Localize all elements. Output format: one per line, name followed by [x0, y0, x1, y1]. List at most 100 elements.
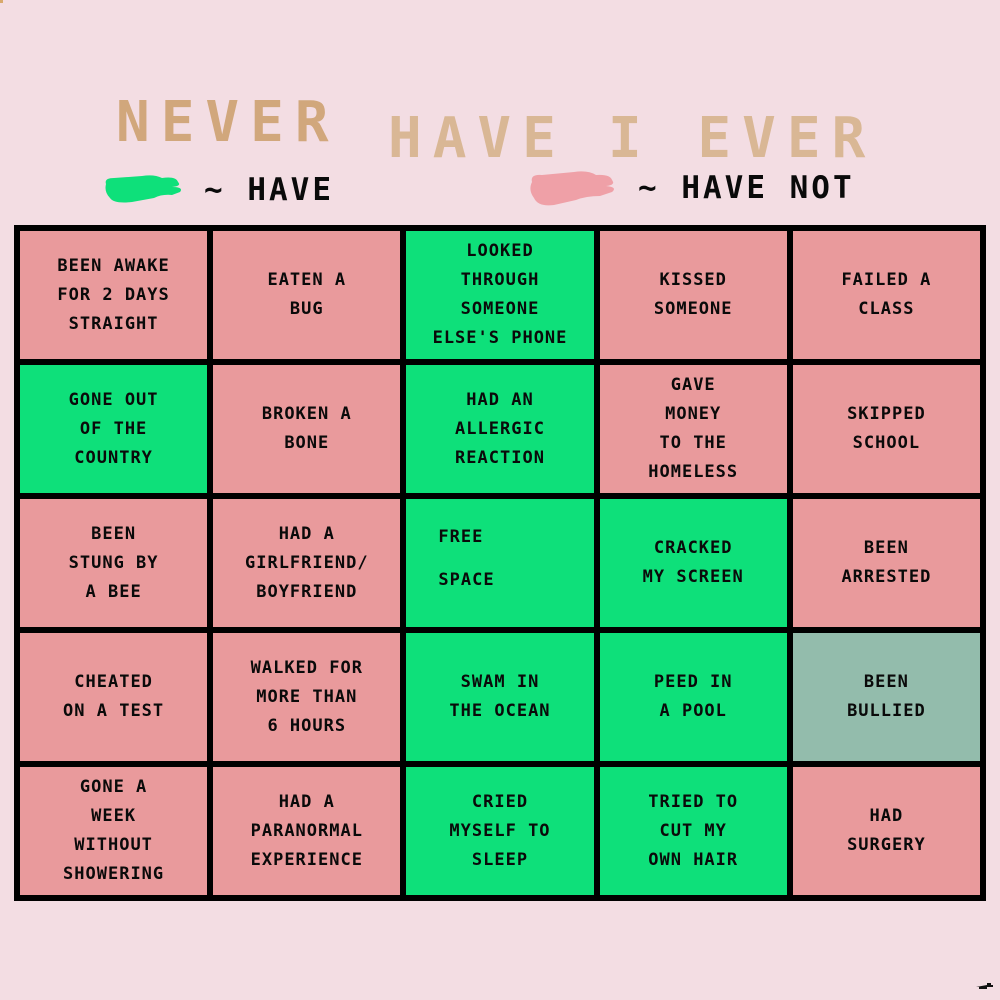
cell-text-line: CLASS — [858, 299, 915, 319]
cell-text-line: HAD A — [278, 523, 335, 544]
bingo-cell-r3c5[interactable]: BEEN ARRESTED — [792, 499, 980, 627]
bingo-cell-r1c3[interactable]: LOOKED THROUGH SOMEONE ELSE'S PHONE — [406, 231, 594, 359]
cell-text-line: FREE — [438, 527, 484, 547]
cell-text-line: ALLERGIC — [455, 418, 545, 439]
cell-text-line: EXPERIENCE — [250, 849, 363, 870]
cell-text-line: SCHOOL — [852, 433, 921, 453]
cell-text-line: ON A TEST — [63, 701, 165, 721]
cell-text-line: TRIED TO — [648, 791, 739, 812]
cell-text-line: THE OCEAN — [449, 701, 551, 721]
bingo-cell-r2c2[interactable]: BROKEN A BONE — [213, 365, 401, 493]
cell-text-line: GAVE — [670, 375, 716, 395]
stray-pen-mark — [975, 976, 995, 995]
cell-text-line: PARANORMAL — [250, 820, 363, 841]
title-word-never: NEVER — [116, 90, 340, 155]
cell-text-line: GONE A — [79, 777, 148, 797]
have-not-paint-swatch-icon — [526, 170, 630, 212]
cell-text-line: WEEK — [91, 806, 137, 826]
bingo-cell-r3c3[interactable]: FREE SPACE — [406, 499, 594, 627]
bingo-cell-r3c2[interactable]: HAD A GIRLFRIEND/BOYFRIEND — [213, 499, 401, 627]
bingo-cell-r5c3[interactable]: CRIED MYSELF TO SLEEP — [406, 767, 594, 895]
bingo-cell-r1c5[interactable]: FAILED A CLASS — [792, 231, 980, 359]
cell-text-line: GONE OUT — [68, 389, 159, 410]
bingo-cell-r5c1[interactable]: GONE A WEEK WITHOUT SHOWERING — [20, 767, 208, 895]
cell-text-line: MY SCREEN — [642, 567, 744, 587]
bingo-cell-r5c2[interactable]: HAD A PARANORMAL EXPERIENCE — [213, 767, 401, 895]
cell-text-line: SKIPPED — [847, 404, 926, 424]
cell-text-line: WITHOUT — [74, 835, 153, 855]
cell-text-line: OF THE — [79, 418, 148, 439]
cell-text-line: SLEEP — [471, 849, 529, 870]
cell-text-line: BONE — [284, 433, 330, 453]
cell-text-line: STRAIGHT — [68, 313, 159, 334]
cell-text-line: FOR 2 DAYS — [57, 284, 170, 305]
cell-text-line: CRIED — [471, 791, 529, 812]
cell-text-line: MYSELF TO — [449, 820, 551, 841]
cell-text-line: SURGERY — [847, 835, 926, 855]
bingo-cell-r3c1[interactable]: BEEN STUNG BY A BEE — [20, 499, 208, 627]
bingo-cell-r1c2[interactable]: EATEN A BUG — [213, 231, 401, 359]
bingo-cell-r1c1[interactable]: BEEN AWAKE FOR 2 DAYS STRAIGHT — [20, 231, 208, 359]
corner-artifact — [0, 0, 3, 3]
cell-text-line: LOOKED — [466, 241, 534, 261]
cell-text-line: HAD AN — [466, 389, 534, 410]
cell-text-line: STUNG BY — [68, 552, 159, 573]
bingo-cell-r1c4[interactable]: KISSED SOMEONE — [599, 231, 787, 359]
cell-text-line: BEEN AWAKE — [57, 255, 170, 276]
legend-have-not-label: ~ HAVE NOT — [638, 170, 855, 206]
bingo-cell-r4c2[interactable]: WALKED FOR MORE THAN 6 HOURS — [213, 633, 401, 761]
cell-text-line: TO THE — [659, 433, 727, 453]
cell-text-line: BROKEN A — [261, 404, 352, 424]
cell-text-line: HAD A — [278, 791, 335, 812]
cell-text-line: KISSED — [659, 270, 727, 290]
bingo-cell-r5c4[interactable]: TRIED TO CUT MY OWN HAIR — [599, 767, 787, 895]
legend-have-label: ~ HAVE — [204, 172, 334, 208]
cell-text-line: PEED IN — [653, 672, 733, 692]
title-word-i-ever: I EVER — [608, 106, 877, 171]
cell-text-line: MORE THAN — [256, 686, 358, 707]
cell-text-line: BOYFRIEND — [256, 581, 358, 602]
cell-text-line: SOMEONE — [653, 299, 733, 319]
have-paint-swatch-icon — [102, 174, 194, 208]
cell-text-line: SPACE — [438, 570, 495, 590]
cell-text-line: BUG — [289, 299, 324, 319]
cell-text-line: BEEN — [863, 538, 909, 558]
title-word-have: HAVE — [388, 106, 567, 171]
cell-text-line: GIRLFRIEND/ — [244, 552, 369, 573]
bingo-cell-r3c4[interactable]: CRACKED MY SCREEN — [599, 499, 787, 627]
cell-text-line: 6 HOURS — [267, 715, 347, 736]
cell-text-line: CHEATED — [74, 672, 153, 692]
cell-text-line: ARRESTED — [841, 567, 932, 587]
cell-text-line: BEEN — [91, 523, 137, 544]
cell-text-line: MONEY — [665, 404, 722, 424]
cell-text-line: THROUGH — [460, 270, 540, 290]
bingo-cell-r4c4[interactable]: PEED IN A POOL — [599, 633, 787, 761]
cell-text-line: CUT MY — [659, 820, 727, 841]
cell-text-line: CRACKED — [653, 538, 733, 558]
cell-text-line: REACTION — [455, 447, 545, 468]
bingo-cell-r4c5[interactable]: BEEN BULLIED — [792, 633, 980, 761]
bingo-cell-r2c4[interactable]: GAVE MONEY TO THE HOMELESS — [599, 365, 787, 493]
cell-text-line: A POOL — [659, 701, 727, 721]
bingo-cell-r2c3[interactable]: HAD AN ALLERGIC REACTION — [406, 365, 594, 493]
cell-text-line: HOMELESS — [648, 462, 739, 482]
bingo-grid: BEEN AWAKE FOR 2 DAYS STRAIGHT EATEN A BUG LO… — [14, 225, 986, 901]
bingo-cell-r4c1[interactable]: CHEATED ON A TEST — [20, 633, 208, 761]
cell-text-line: ELSE'S PHONE — [432, 328, 568, 348]
cell-text-line: WALKED FOR — [250, 657, 363, 678]
bingo-cell-r5c5[interactable]: HAD SURGERY — [792, 767, 980, 895]
cell-text-line: BEEN — [863, 672, 909, 692]
cell-text-line: FAILED A — [841, 270, 932, 290]
cell-text-line: A BEE — [85, 581, 142, 602]
bingo-cell-r2c5[interactable]: SKIPPED SCHOOL — [792, 365, 980, 493]
cell-text-line: SWAM IN — [460, 672, 540, 692]
cell-text-line: SOMEONE — [460, 299, 540, 319]
cell-text-line: OWN HAIR — [648, 849, 739, 870]
bingo-cell-r2c1[interactable]: GONE OUT OF THE COUNTRY — [20, 365, 208, 493]
bingo-cell-r4c3[interactable]: SWAM IN THE OCEAN — [406, 633, 594, 761]
cell-text-line: SHOWERING — [63, 864, 165, 884]
cell-text-line: BULLIED — [847, 701, 926, 721]
cell-text-line: HAD — [869, 806, 904, 826]
cell-text-line: COUNTRY — [74, 447, 153, 468]
